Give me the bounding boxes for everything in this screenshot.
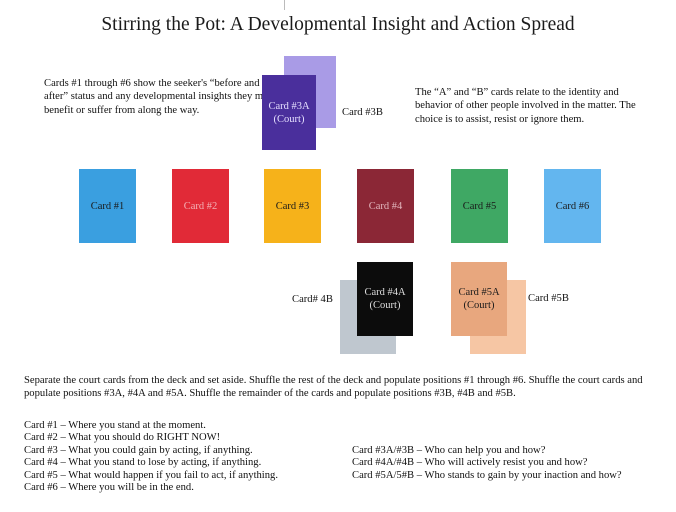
- spread-title: Stirring the Pot: A Developmental Insigh…: [101, 14, 575, 35]
- legend-court-cards: Card #3A/#3B – Who can help you and how?…: [352, 445, 622, 482]
- setup-instructions: Separate the court cards from the deck a…: [24, 375, 643, 400]
- card-2: Card #2: [172, 169, 229, 243]
- card-3b-label: Card #3B: [342, 107, 383, 118]
- card-4: Card #4: [357, 169, 414, 243]
- card-3: Card #3: [264, 169, 321, 243]
- legend-line: Card #5A/5#B – Who stands to gain by you…: [352, 469, 622, 481]
- card-3a: Card #3A (Court): [262, 75, 316, 150]
- legend-line: Card #5 – What would happen if you fail …: [24, 469, 278, 481]
- legend-main-cards: Card #1 – Where you stand at the moment.…: [24, 420, 278, 494]
- left-note: Cards #1 through #6 show the seeker's “b…: [44, 78, 274, 116]
- top-tick-mark: [284, 0, 285, 10]
- legend-line: Card #4 – What you stand to lose by acti…: [24, 457, 262, 469]
- legend-line: Card #2 – What you should do RIGHT NOW!: [24, 432, 221, 444]
- legend-line: Card #3A/#3B – Who can help you and how?: [352, 445, 546, 456]
- card-5: Card #5: [451, 169, 508, 243]
- card-5a: Card #5A (Court): [451, 262, 507, 336]
- right-note: The “A” and “B” cards relate to the iden…: [415, 87, 636, 125]
- card-6: Card #6: [544, 169, 601, 243]
- card-1: Card #1: [79, 169, 136, 243]
- legend-line: Card #6 – Where you will be in the end.: [24, 481, 194, 493]
- card-5b-label: Card #5B: [528, 293, 569, 304]
- legend-line: Card #4A/#4B – Who will actively resist …: [352, 457, 588, 469]
- card-4a: Card #4A (Court): [357, 262, 413, 336]
- card-4b-label: Card# 4B: [292, 294, 333, 305]
- legend-line: Card #3 – What you could gain by acting,…: [24, 444, 253, 456]
- legend-line: Card #1 – Where you stand at the moment.: [24, 420, 206, 431]
